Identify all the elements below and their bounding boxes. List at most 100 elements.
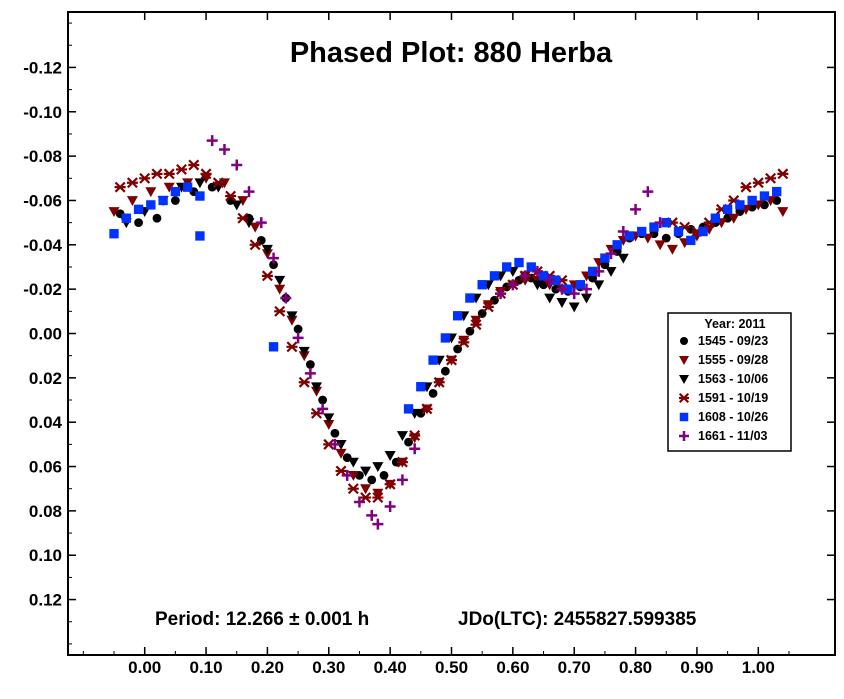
data-point <box>298 376 310 388</box>
data-point <box>600 253 610 263</box>
data-point <box>109 229 119 239</box>
data-point <box>649 222 659 232</box>
data-point <box>261 270 273 282</box>
legend-entry: 1563 - 10/06 <box>698 372 768 386</box>
data-point <box>158 195 168 206</box>
data-point <box>514 257 524 268</box>
data-point <box>654 217 666 229</box>
y-axis: -0.12 -0.10 -0.08 -0.06 -0.04 -0.02 0.00 0.02 0.… <box>23 22 835 645</box>
y-tick-label: 0.08 <box>29 502 62 521</box>
data-point <box>409 430 421 441</box>
y-tick-label: 0.12 <box>29 591 62 610</box>
y-tick-label: 0.00 <box>29 325 62 344</box>
data-point <box>531 280 543 291</box>
data-point <box>170 196 180 205</box>
data-point <box>335 448 347 459</box>
data-point <box>323 420 335 430</box>
x-tick-label: 0.10 <box>190 658 223 677</box>
data-point <box>587 266 598 277</box>
y-tick-label: -0.12 <box>23 58 62 77</box>
y-tick-label: 0.10 <box>29 546 62 565</box>
data-point <box>666 244 678 255</box>
y-tick-label: -0.04 <box>23 236 62 255</box>
data-point <box>323 413 335 424</box>
data-point <box>134 218 143 228</box>
data-point <box>311 407 323 419</box>
x-tick-label: 0.80 <box>619 658 652 677</box>
x-tick-label: 0.20 <box>251 658 284 677</box>
data-point <box>379 471 389 480</box>
data-point <box>772 186 782 197</box>
data-point <box>440 366 450 376</box>
data-point <box>759 191 770 201</box>
data-point <box>347 457 359 468</box>
data-point <box>624 231 635 241</box>
data-point <box>710 213 721 223</box>
legend-entry: 1661 - 11/03 <box>698 429 768 443</box>
data-point <box>612 240 622 250</box>
data-point <box>200 168 212 180</box>
data-point <box>372 492 384 504</box>
data-point <box>194 178 206 189</box>
data-point <box>409 443 421 455</box>
legend-entry: 1608 - 10/26 <box>698 410 768 424</box>
y-tick-label: 0.04 <box>29 413 63 432</box>
data-point <box>151 168 163 180</box>
data-point <box>722 204 733 215</box>
data-point <box>735 200 745 210</box>
legend-marker <box>680 337 688 345</box>
data-point <box>777 207 789 218</box>
data-point <box>605 267 617 277</box>
data-point <box>556 283 568 295</box>
data-point <box>396 456 408 468</box>
data-point <box>218 143 230 155</box>
data-point <box>428 388 438 398</box>
legend-marker <box>679 375 689 384</box>
data-point <box>384 478 396 490</box>
data-point <box>318 395 328 405</box>
legend-marker <box>679 356 689 365</box>
data-point <box>740 181 752 193</box>
data-point <box>335 439 347 450</box>
legend-entry: 1545 - 09/23 <box>698 334 768 348</box>
data-point <box>146 200 156 210</box>
data-point <box>538 271 549 281</box>
y-tick-label: 0.06 <box>29 458 62 477</box>
x-tick-label: 0.00 <box>128 658 161 677</box>
data-point <box>366 509 378 521</box>
data-point <box>452 311 463 321</box>
data-point <box>384 451 396 461</box>
data-point <box>421 403 433 415</box>
data-point <box>305 360 315 369</box>
data-point <box>195 231 205 241</box>
data-point <box>372 462 384 473</box>
y-tick-label: -0.08 <box>23 147 62 166</box>
data-point <box>163 168 175 180</box>
data-point <box>341 469 353 481</box>
x-tick-label: 0.40 <box>374 658 407 677</box>
data-point <box>353 496 365 508</box>
data-point <box>642 186 654 198</box>
data-point <box>777 168 789 180</box>
data-point <box>686 235 696 246</box>
data-point <box>630 203 642 215</box>
data-point <box>752 177 764 189</box>
data-point <box>661 233 671 243</box>
x-tick-label: 0.70 <box>558 658 591 677</box>
data-point <box>617 253 629 264</box>
data-point <box>502 262 512 272</box>
y-tick-label: -0.02 <box>23 280 62 299</box>
data-point <box>163 182 175 193</box>
data-point <box>495 288 507 300</box>
data-point <box>170 186 181 197</box>
data-points <box>108 135 789 530</box>
epoch-text: JDo(LTC): 2455827.599385 <box>458 609 697 630</box>
data-point <box>360 484 372 495</box>
data-point <box>182 182 193 192</box>
data-point <box>360 466 372 477</box>
data-point <box>654 240 666 251</box>
data-point <box>580 293 592 304</box>
data-point <box>531 265 543 277</box>
data-point <box>416 382 426 392</box>
data-point <box>268 342 279 352</box>
